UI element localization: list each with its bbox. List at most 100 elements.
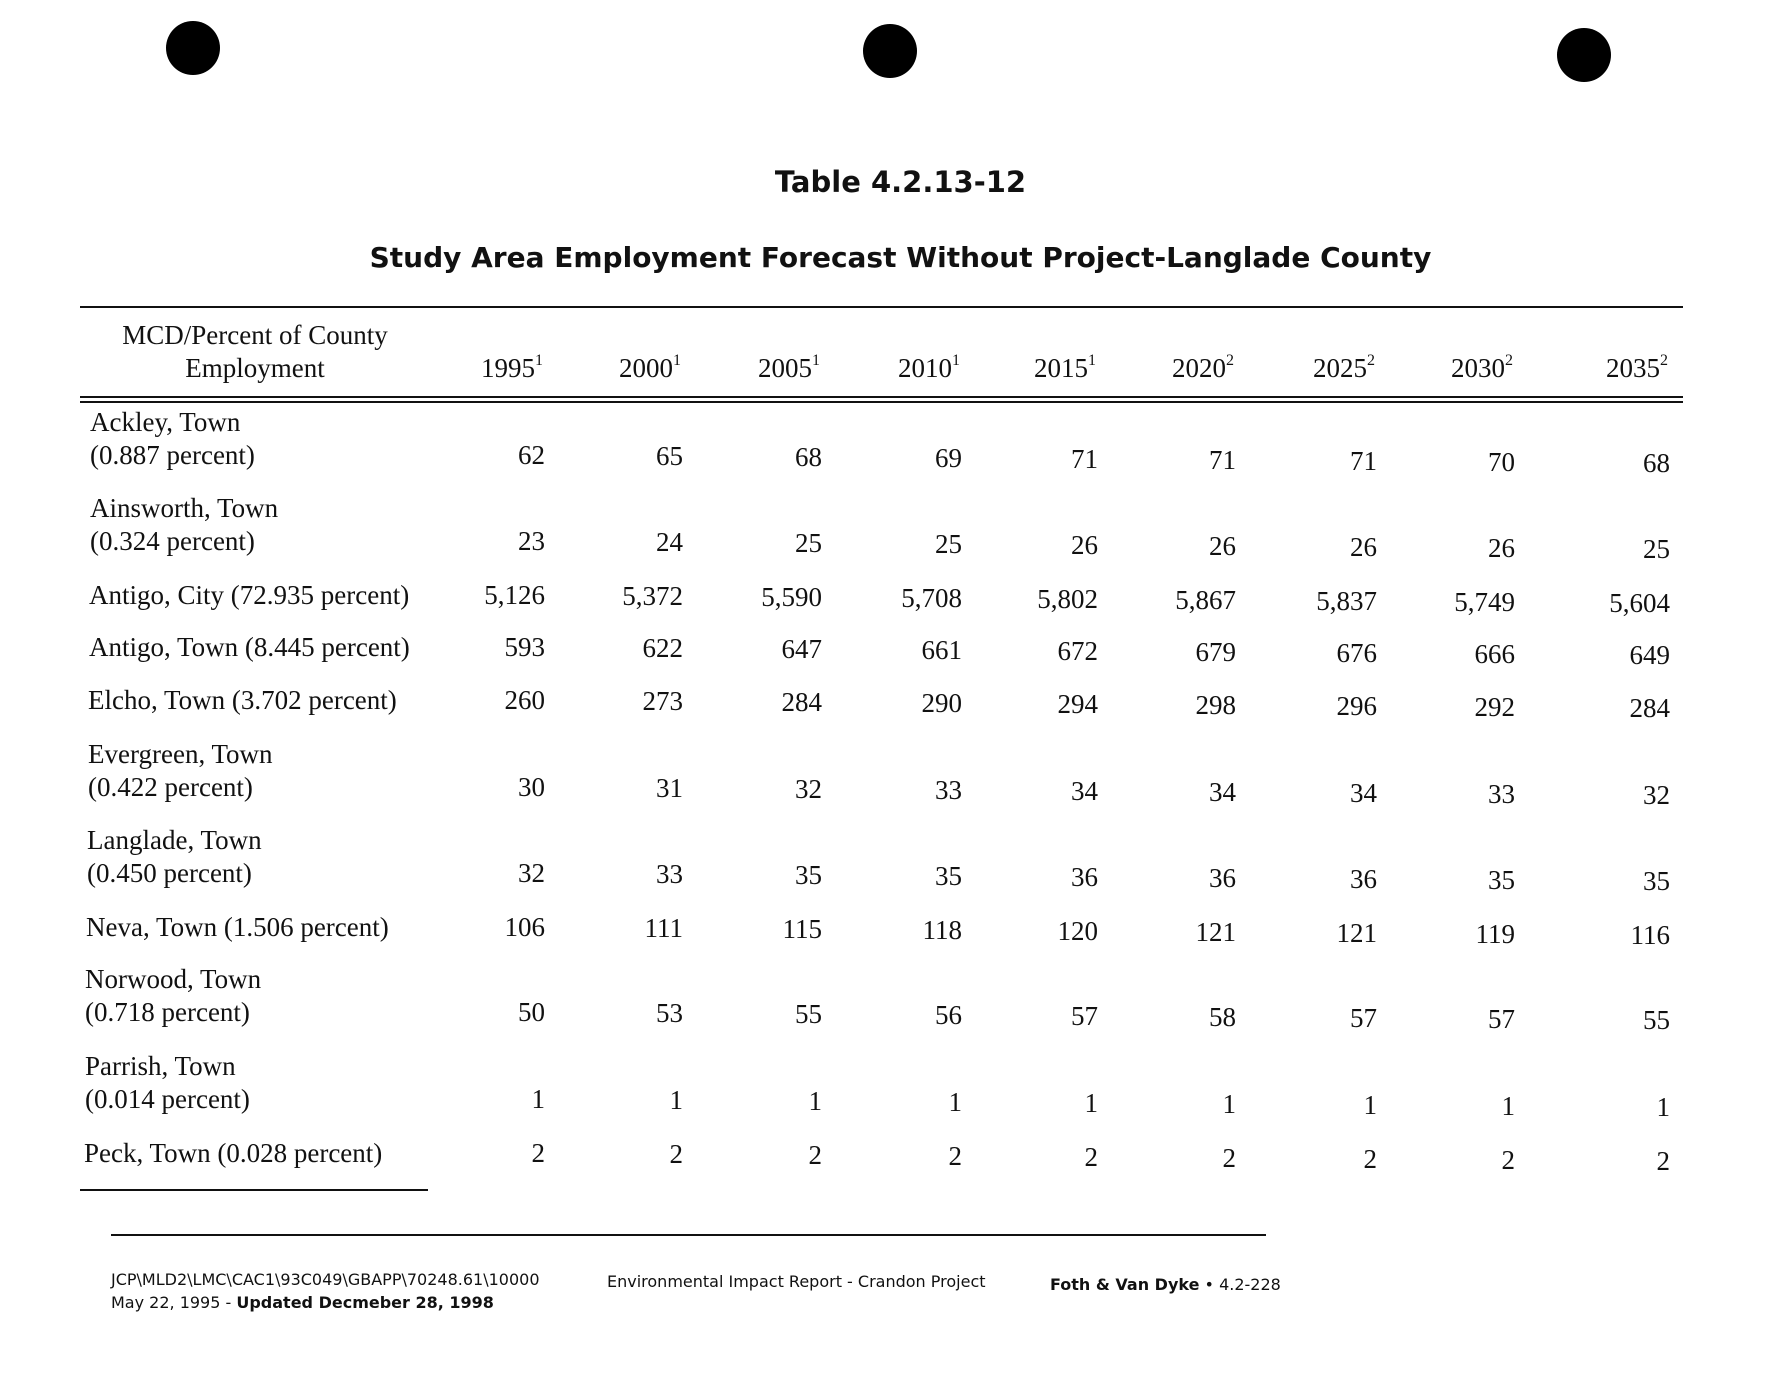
- cell-value: 36: [1209, 863, 1236, 893]
- row-label: Evergreen, Town: [88, 739, 273, 769]
- row-label: Antigo, City (72.935 percent): [89, 580, 410, 610]
- cell-value: 115: [782, 914, 823, 944]
- top-rule: [80, 306, 1683, 308]
- cell-value: 65: [656, 441, 683, 471]
- cell-value: 36: [1071, 862, 1098, 892]
- cell-value: 5,749: [1454, 587, 1515, 617]
- cell-value: 1: [531, 1084, 546, 1114]
- cell-value: 34: [1071, 776, 1098, 806]
- year: 2025: [1313, 353, 1367, 383]
- cell-value: 68: [1643, 448, 1670, 478]
- footer-report: Environmental Impact Report - Crandon Pr…: [607, 1272, 986, 1291]
- cell-value: 2: [1084, 1142, 1099, 1172]
- separator: •: [1204, 1275, 1214, 1294]
- cell-value: 25: [935, 529, 962, 559]
- column-header: 19951: [481, 353, 543, 382]
- cell-value: 2: [1363, 1144, 1378, 1174]
- row-label: (0.422 percent): [88, 772, 253, 802]
- cell-value: 34: [1350, 778, 1377, 808]
- row-label: (0.450 percent): [87, 858, 252, 888]
- cell-value: 71: [1350, 446, 1377, 476]
- footnote-mark: 1: [952, 352, 960, 369]
- cell-value: 298: [1195, 690, 1237, 720]
- cell-value: 62: [518, 440, 545, 470]
- firm: Foth & Van Dyke: [1050, 1275, 1200, 1294]
- cell-value: 36: [1350, 864, 1377, 894]
- column-header: 20051: [758, 352, 820, 383]
- cell-value: 294: [1057, 689, 1099, 719]
- column-header: 20101: [898, 352, 960, 383]
- cell-value: 58: [1209, 1002, 1236, 1032]
- cell-value: 593: [504, 632, 546, 662]
- page-number: 4.2-228: [1219, 1275, 1281, 1294]
- cell-value: 2: [948, 1141, 963, 1171]
- cell-value: 1: [1501, 1091, 1516, 1121]
- cell-value: 120: [1057, 916, 1099, 946]
- cell-value: 32: [1643, 780, 1670, 810]
- cell-value: 2: [1656, 1146, 1671, 1176]
- cell-value: 622: [642, 633, 684, 663]
- footnote-mark: 2: [1505, 352, 1513, 369]
- cell-value: 57: [1350, 1003, 1377, 1033]
- footnote-mark: 2: [1367, 352, 1375, 369]
- cell-value: 55: [1643, 1005, 1670, 1035]
- footer-path: JCP\MLD2\LMC\CAC1\93C049\GBAPP\70248.61\…: [111, 1270, 540, 1289]
- cell-value: 676: [1336, 638, 1378, 668]
- year: 2015: [1034, 353, 1088, 383]
- cell-value: 26: [1209, 531, 1236, 561]
- column-header: 20001: [619, 353, 681, 383]
- table-number: Table 4.2.13-12: [774, 165, 1027, 199]
- cell-value: 1: [1656, 1092, 1671, 1122]
- row-label: (0.887 percent): [90, 440, 255, 470]
- cell-value: 35: [1643, 866, 1670, 896]
- year: 2035: [1606, 353, 1660, 383]
- cell-value: 70: [1488, 447, 1515, 477]
- cell-value: 290: [921, 688, 963, 718]
- cell-value: 26: [1071, 530, 1098, 560]
- cell-value: 71: [1071, 444, 1098, 474]
- cell-value: 35: [795, 860, 822, 890]
- cell-value: 2: [1501, 1145, 1516, 1175]
- cell-value: 31: [656, 773, 683, 803]
- cell-value: 666: [1474, 639, 1516, 669]
- cell-value: 296: [1336, 691, 1378, 721]
- cell-value: 260: [504, 685, 546, 715]
- cell-value: 1: [808, 1086, 823, 1116]
- year: 2005: [758, 353, 812, 383]
- cell-value: 35: [1488, 865, 1515, 895]
- footnote-mark: 2: [1226, 352, 1234, 369]
- cell-value: 5,867: [1175, 585, 1236, 615]
- bottom-rule: [80, 1189, 428, 1191]
- cell-value: 50: [518, 997, 545, 1027]
- cell-value: 33: [935, 775, 962, 805]
- cell-value: 119: [1475, 919, 1516, 949]
- cell-value: 5,802: [1037, 584, 1098, 614]
- footer-credit: Foth & Van Dyke • 4.2-228: [1050, 1277, 1281, 1293]
- column-header: 20352: [1606, 353, 1668, 383]
- label-header: MCD/Percent of County: [122, 320, 388, 350]
- cell-value: 35: [935, 861, 962, 891]
- cell-value: 116: [1630, 920, 1671, 950]
- column-header: 20252: [1313, 352, 1375, 383]
- cell-value: 69: [935, 443, 962, 473]
- year: 2010: [898, 353, 952, 383]
- cell-value: 34: [1209, 777, 1236, 807]
- cell-value: 672: [1057, 636, 1099, 666]
- column-header: 20202: [1172, 352, 1234, 382]
- cell-value: 106: [504, 912, 546, 942]
- cell-value: 71: [1209, 445, 1236, 475]
- cell-value: 273: [642, 686, 684, 716]
- cell-value: 2: [1222, 1143, 1237, 1173]
- cell-value: 649: [1629, 640, 1671, 670]
- cell-value: 121: [1336, 918, 1378, 948]
- cell-value: 5,126: [484, 580, 545, 610]
- cell-value: 284: [1629, 693, 1671, 723]
- year: 2000: [619, 353, 673, 383]
- column-header: 20302: [1451, 352, 1513, 382]
- cell-value: 30: [518, 772, 545, 802]
- footnote-mark: 1: [812, 352, 820, 369]
- cell-value: 26: [1488, 533, 1515, 563]
- cell-value: 32: [518, 858, 545, 888]
- footnote-mark: 1: [1088, 352, 1096, 369]
- cell-value: 2: [808, 1140, 823, 1170]
